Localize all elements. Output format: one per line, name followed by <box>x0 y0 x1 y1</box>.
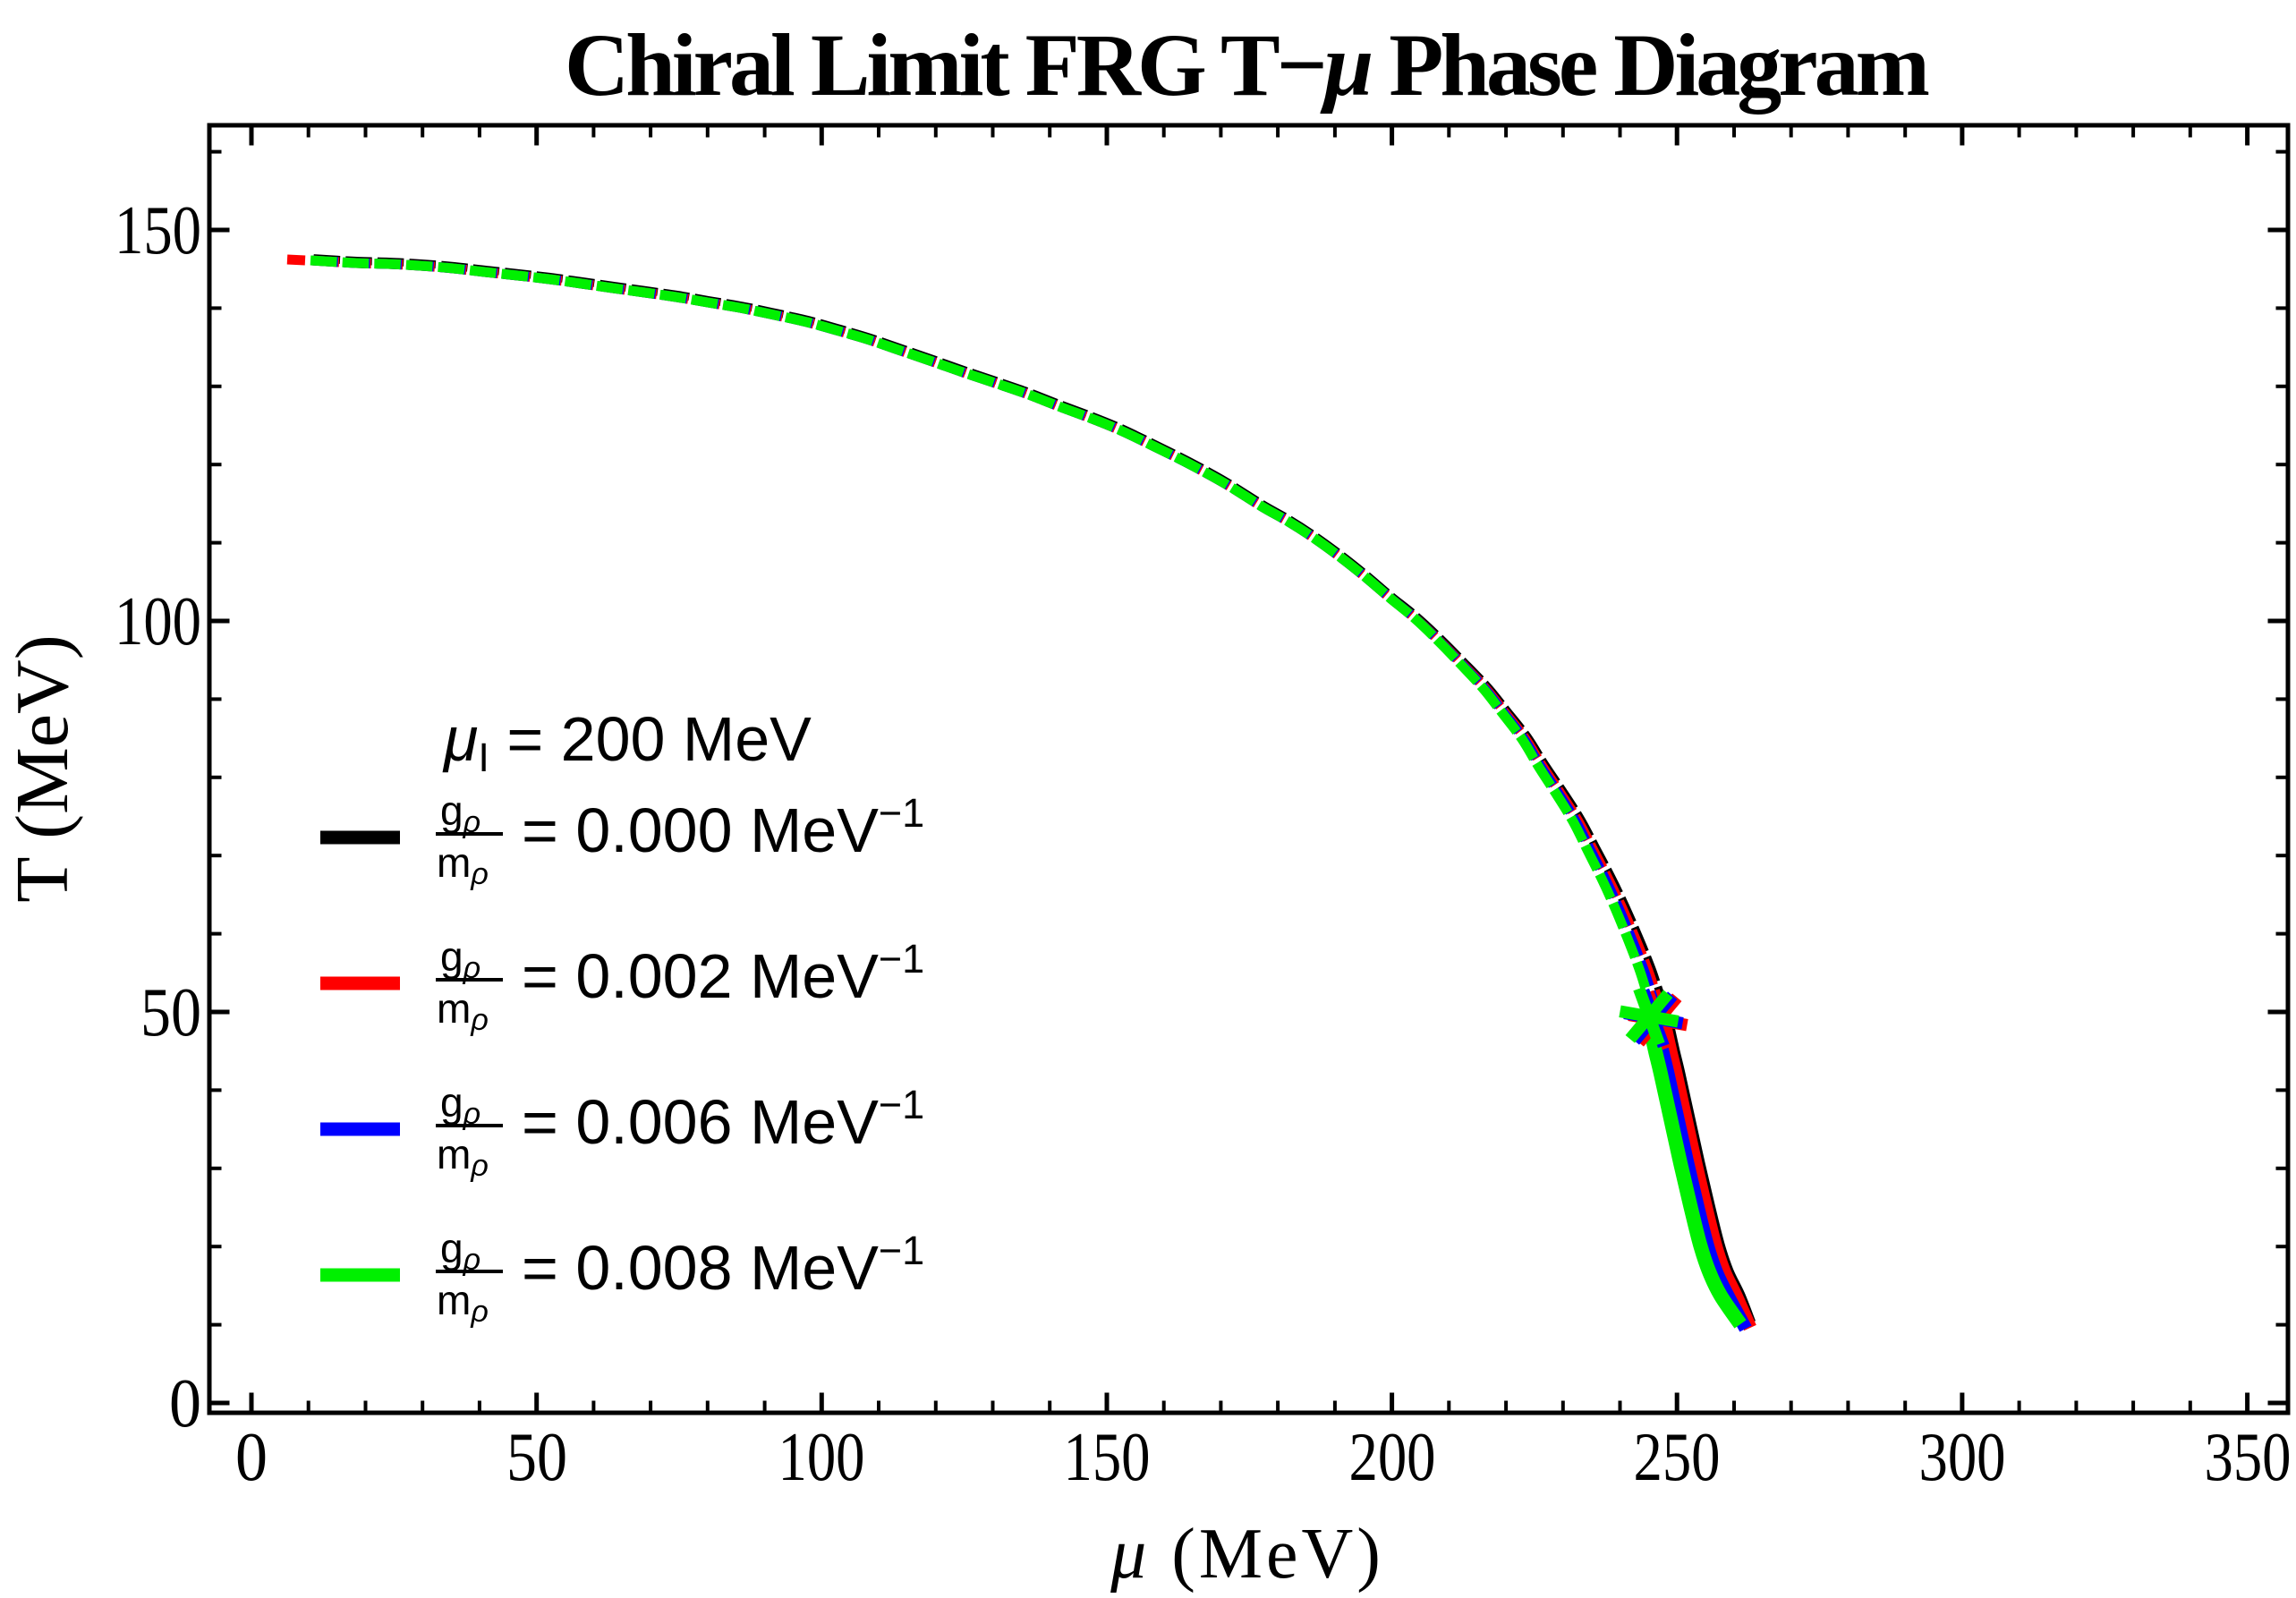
svg-text:μ (MeV): μ (MeV) <box>1110 1515 1384 1594</box>
svg-text:= 0.008 MeV−1: = 0.008 MeV−1 <box>522 1228 924 1303</box>
svg-text:0: 0 <box>169 1364 201 1441</box>
svg-text:= 0.002 MeV−1: = 0.002 MeV−1 <box>522 936 924 1011</box>
svg-text:300: 300 <box>1919 1418 2006 1495</box>
svg-text:gρ: gρ <box>440 787 480 839</box>
svg-text:= 0.006 MeV−1: = 0.006 MeV−1 <box>522 1082 924 1157</box>
svg-text:= 0.000 MeV−1: = 0.000 MeV−1 <box>522 790 924 865</box>
svg-text:mρ: mρ <box>437 839 489 891</box>
svg-text:150: 150 <box>1064 1418 1151 1495</box>
svg-text:μI = 200 MeV: μI = 200 MeV <box>442 704 812 780</box>
svg-text:0: 0 <box>235 1418 268 1495</box>
svg-text:100: 100 <box>115 582 201 659</box>
svg-text:50: 50 <box>140 973 201 1050</box>
svg-text:T (MeV): T (MeV) <box>1 634 84 902</box>
svg-text:Chiral Limit FRG T−μ Phase Dia: Chiral Limit FRG T−μ Phase Diagram <box>565 15 1929 115</box>
svg-text:150: 150 <box>115 191 201 268</box>
svg-text:250: 250 <box>1634 1418 1721 1495</box>
svg-text:50: 50 <box>506 1418 567 1495</box>
svg-text:200: 200 <box>1349 1418 1436 1495</box>
svg-text:350: 350 <box>2205 1418 2292 1495</box>
svg-text:100: 100 <box>778 1418 865 1495</box>
